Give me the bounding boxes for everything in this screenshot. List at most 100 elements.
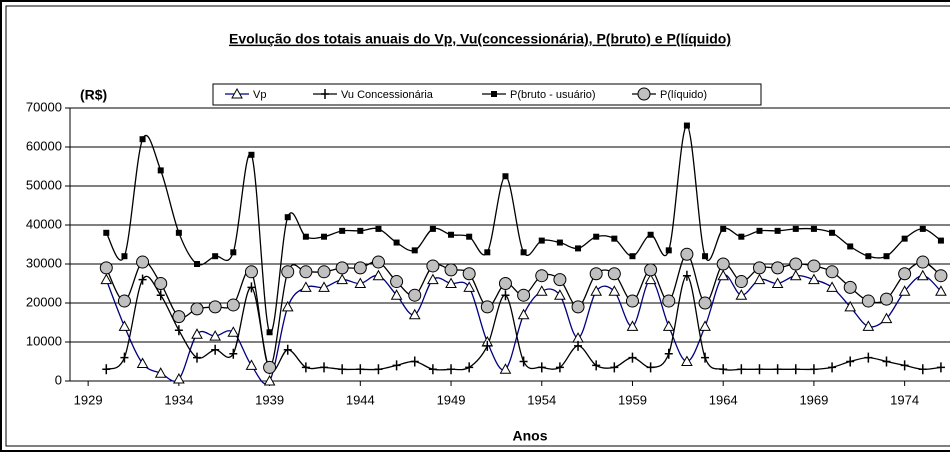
marker: [463, 281, 476, 292]
marker: [190, 302, 204, 316]
marker: [665, 247, 672, 254]
y-tick-label: 20000: [26, 294, 62, 309]
marker: [720, 225, 727, 232]
marker: [625, 294, 639, 308]
marker: [335, 261, 349, 275]
marker: [117, 294, 131, 308]
marker: [229, 348, 238, 359]
marker: [283, 344, 292, 355]
marker: [791, 364, 800, 375]
marker: [172, 310, 186, 324]
marker: [918, 364, 927, 375]
marker: [681, 355, 693, 366]
x-tick-label: 1929: [74, 392, 103, 407]
marker: [935, 285, 947, 296]
marker: [629, 253, 636, 260]
marker: [299, 265, 313, 279]
marker: [447, 364, 456, 375]
marker: [607, 267, 621, 281]
x-axis-label: Anos: [513, 428, 548, 444]
marker: [427, 273, 439, 285]
marker: [647, 231, 654, 238]
marker: [462, 267, 476, 281]
marker: [735, 289, 748, 300]
marker: [846, 356, 855, 367]
marker: [154, 277, 168, 290]
marker: [555, 362, 564, 373]
marker: [882, 356, 891, 367]
marker: [354, 277, 367, 288]
marker: [156, 290, 165, 301]
marker: [300, 281, 312, 292]
y-tick-label: 30000: [26, 255, 62, 270]
marker: [175, 229, 182, 236]
marker: [284, 214, 291, 221]
marker: [771, 277, 784, 288]
marker: [227, 326, 240, 337]
x-tick-label: 1969: [799, 392, 828, 407]
marker: [157, 167, 164, 174]
marker: [644, 263, 658, 277]
marker: [484, 249, 491, 256]
marker: [193, 352, 202, 363]
marker: [919, 225, 926, 232]
marker: [537, 362, 546, 373]
marker: [934, 269, 948, 283]
marker: [682, 270, 691, 281]
marker: [429, 225, 436, 232]
marker: [644, 273, 657, 285]
marker: [393, 239, 400, 246]
marker: [99, 261, 113, 275]
marker: [301, 362, 310, 373]
marker: [226, 298, 240, 312]
marker: [375, 225, 382, 232]
y-tick-label: 60000: [26, 138, 62, 153]
marker: [900, 360, 909, 371]
marker: [864, 352, 873, 363]
x-tick-label: 1944: [346, 392, 375, 407]
marker: [520, 249, 527, 256]
marker: [701, 352, 710, 363]
marker: [847, 243, 854, 250]
marker: [683, 122, 690, 129]
marker: [321, 89, 329, 99]
marker: [320, 362, 329, 373]
marker: [390, 275, 404, 289]
marker: [263, 374, 276, 386]
marker: [501, 290, 510, 301]
y-axis-label: (R$): [80, 87, 107, 103]
marker: [662, 294, 676, 308]
marker: [936, 362, 945, 373]
marker: [825, 265, 839, 279]
marker: [191, 328, 203, 339]
marker: [102, 364, 111, 375]
legend-label: P(bruto - usuário): [510, 89, 596, 101]
marker: [118, 320, 131, 331]
marker: [538, 237, 545, 244]
marker: [807, 259, 821, 273]
marker: [752, 261, 766, 275]
marker: [173, 373, 185, 384]
marker: [590, 285, 603, 296]
marker: [491, 91, 497, 97]
marker: [789, 269, 802, 281]
marker: [702, 253, 709, 260]
marker: [589, 267, 603, 281]
marker: [357, 227, 364, 234]
x-tick-label: 1934: [164, 392, 193, 407]
marker: [717, 269, 730, 281]
marker: [737, 364, 746, 375]
marker: [248, 151, 255, 158]
marker: [810, 225, 817, 232]
marker: [574, 340, 583, 351]
marker: [628, 352, 637, 363]
marker: [716, 257, 730, 271]
marker: [865, 253, 872, 260]
marker: [209, 330, 222, 341]
marker: [535, 269, 549, 283]
marker: [879, 292, 893, 306]
marker: [212, 253, 219, 260]
legend-label: Vp: [253, 89, 266, 101]
marker: [610, 362, 619, 373]
marker: [519, 356, 528, 367]
